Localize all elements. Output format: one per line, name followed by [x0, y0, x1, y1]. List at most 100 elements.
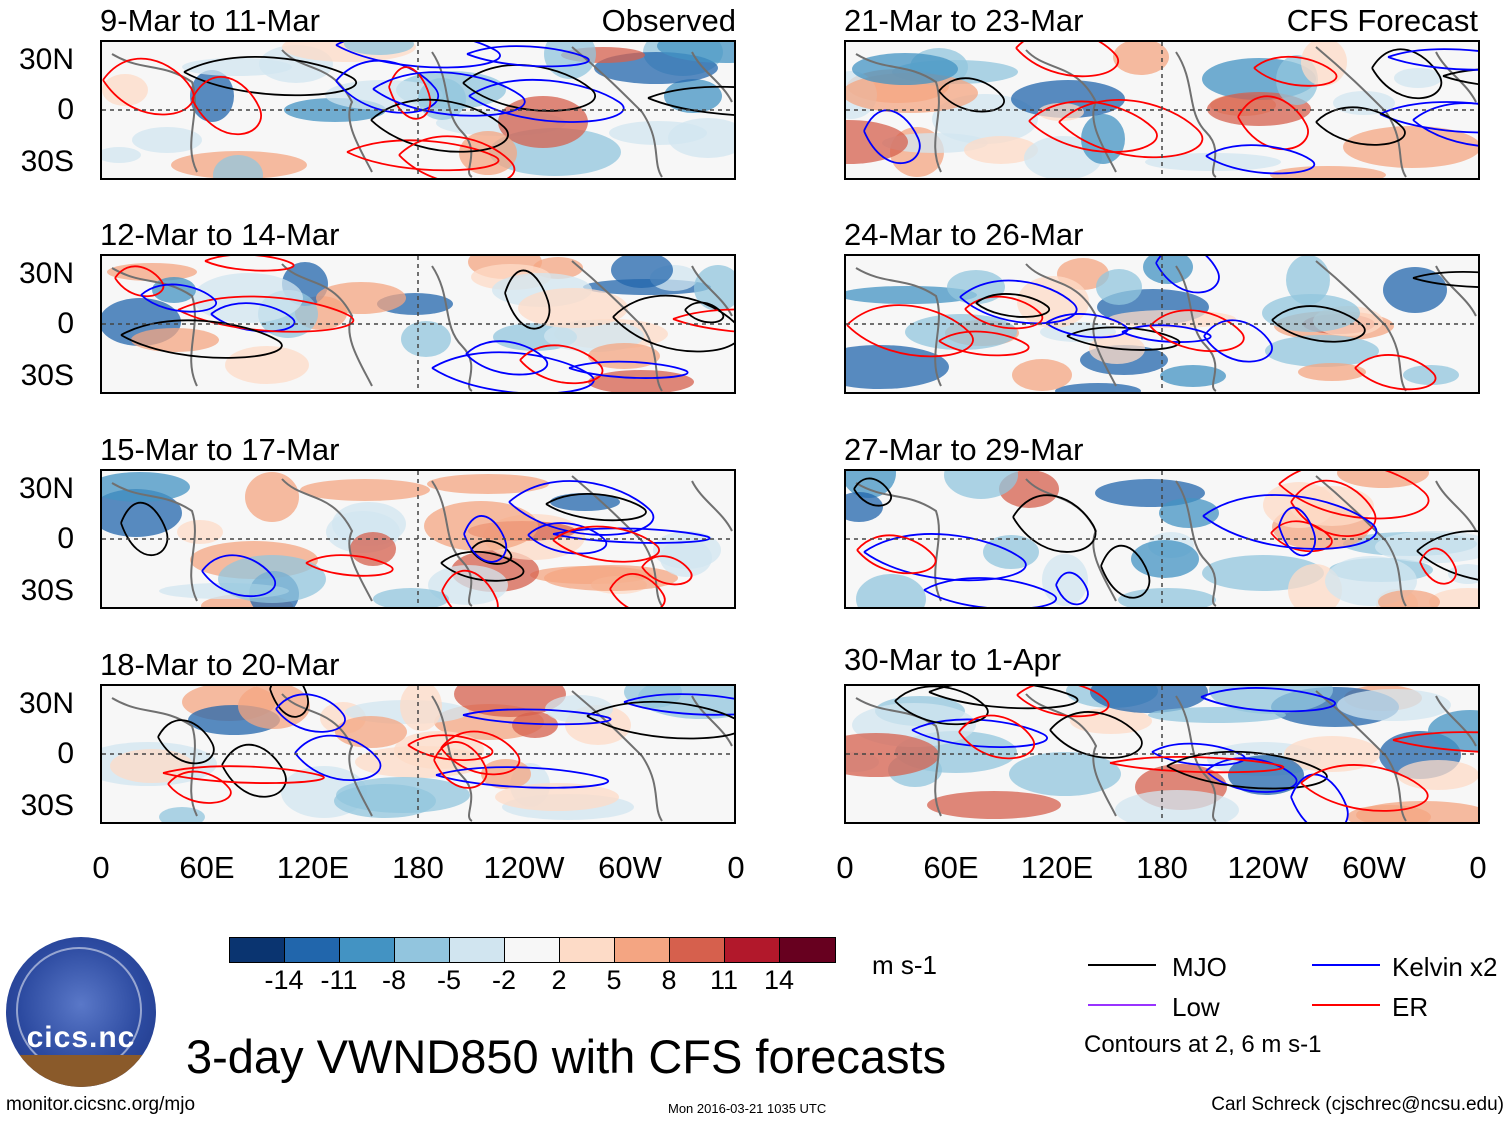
wind-anomaly-blob — [1298, 363, 1366, 381]
wind-anomaly-blob — [245, 472, 299, 522]
contour-line — [162, 765, 325, 784]
wind-anomaly-blob — [213, 155, 263, 178]
y-label-eq-row3: 0 — [57, 522, 74, 555]
wind-anomaly-blob — [1081, 114, 1125, 164]
wind-anomaly-blob — [1284, 736, 1380, 772]
x-label: 120W — [483, 850, 565, 885]
contour-line — [407, 734, 494, 761]
map-panel-right-1 — [844, 40, 1480, 180]
wind-anomaly-blob — [588, 370, 694, 392]
wind-anomaly-blob — [373, 588, 449, 607]
wind-anomaly-blob — [159, 807, 205, 822]
footer-url[interactable]: monitor.cicsnc.org/mjo — [6, 1094, 196, 1115]
contour-line — [504, 269, 551, 330]
contour-line — [1205, 144, 1315, 175]
contour-line — [894, 686, 989, 726]
coastline — [691, 51, 733, 103]
logo-text: cics.nc — [26, 1021, 136, 1054]
contour-line — [221, 743, 287, 798]
wind-anomaly-blob — [1337, 471, 1429, 488]
wind-anomaly-blob — [544, 42, 596, 79]
wind-anomaly-blob — [132, 127, 202, 153]
coastline — [281, 693, 373, 817]
wind-anomaly-blob — [964, 136, 1038, 164]
contour-line — [641, 555, 693, 586]
wind-anomaly-blob — [1263, 482, 1335, 528]
colorbar-tick-label: -8 — [381, 965, 406, 995]
y-label-30n-row4: 30N — [18, 687, 74, 720]
y-label-30n-row1: 30N — [18, 43, 74, 76]
map-panel-left-3 — [100, 469, 736, 609]
wind-anomaly-blob — [218, 555, 326, 603]
wind-anomaly-blob — [1096, 269, 1142, 305]
wind-anomaly-blob — [846, 492, 883, 522]
y-label-eq-row1: 0 — [57, 93, 74, 126]
legend-kelvin-line — [1312, 964, 1380, 966]
contour-line — [388, 66, 432, 120]
wind-anomaly-blob — [518, 288, 628, 328]
wind-anomaly-blob — [300, 479, 430, 501]
wind-anomaly-blob — [152, 277, 196, 303]
y-label-30s-row3: 30S — [20, 574, 74, 607]
contour-line — [684, 301, 725, 324]
wind-anomaly-blob — [846, 471, 896, 498]
contour-line — [1354, 354, 1437, 391]
legend-er-line — [1312, 1004, 1380, 1006]
wind-anomaly-blob — [1429, 588, 1478, 607]
wind-anomaly-blob — [225, 346, 309, 384]
coastline — [111, 267, 198, 387]
wind-anomaly-blob — [1038, 103, 1084, 121]
coastline — [691, 695, 733, 747]
colorbar-swatch — [450, 938, 505, 962]
coastline — [431, 480, 473, 607]
wind-anomaly-blob — [1160, 365, 1226, 387]
colorbar-swatch — [615, 938, 670, 962]
wind-anomaly-blob — [424, 501, 538, 551]
wind-anomaly-blob — [846, 286, 977, 304]
coastline — [1435, 480, 1477, 532]
contour-line — [468, 78, 625, 123]
contour-line — [1100, 544, 1151, 599]
wind-anomaly-blob — [694, 265, 734, 311]
panel-title-left-3: 15-Mar to 17-Mar — [100, 432, 340, 467]
wind-anomaly-blob — [927, 791, 1061, 819]
wind-anomaly-blob — [1012, 359, 1072, 391]
wind-anomaly-blob — [846, 120, 908, 164]
colorbar-swatch — [505, 938, 560, 962]
wind-anomaly-blob — [550, 493, 620, 511]
contour-line — [1015, 42, 1119, 78]
contour-line — [1109, 756, 1285, 774]
contour-line — [923, 577, 1057, 607]
contour-line — [1392, 731, 1478, 753]
contour-line — [120, 501, 169, 556]
map-panel-right-4 — [844, 684, 1480, 824]
contour-line — [1416, 530, 1478, 581]
legend-low-line — [1088, 1004, 1156, 1006]
y-label-eq-row4: 0 — [57, 737, 74, 770]
contour-line — [1419, 547, 1457, 585]
panel-title-right-2: 24-Mar to 26-Mar — [844, 217, 1084, 252]
contour-line — [466, 45, 590, 68]
coastline — [571, 260, 663, 392]
coastline — [1175, 695, 1217, 822]
legend-low-label: Low — [1172, 992, 1220, 1022]
colorbar-tick-label: -5 — [436, 965, 461, 995]
wind-anomaly-blob — [102, 472, 190, 502]
contour-line — [586, 700, 734, 740]
contour-line — [928, 686, 1079, 710]
coastline — [111, 697, 198, 817]
panel-label-cfs-forecast: CFS Forecast — [1286, 3, 1478, 38]
panel-label-observed: Observed — [601, 3, 736, 38]
coastline — [571, 475, 663, 607]
logo-mountains — [6, 1055, 156, 1087]
coastline — [1315, 475, 1407, 607]
contour-line — [372, 71, 526, 117]
wind-anomaly-blob — [1108, 310, 1236, 328]
wind-anomaly-blob — [102, 74, 148, 106]
coastline — [855, 697, 942, 817]
contour-line — [1166, 750, 1328, 790]
contour-line — [1253, 55, 1338, 87]
y-label-eq-row2: 0 — [57, 307, 74, 340]
wind-anomaly-blob — [131, 328, 219, 352]
contour-line — [157, 719, 215, 765]
